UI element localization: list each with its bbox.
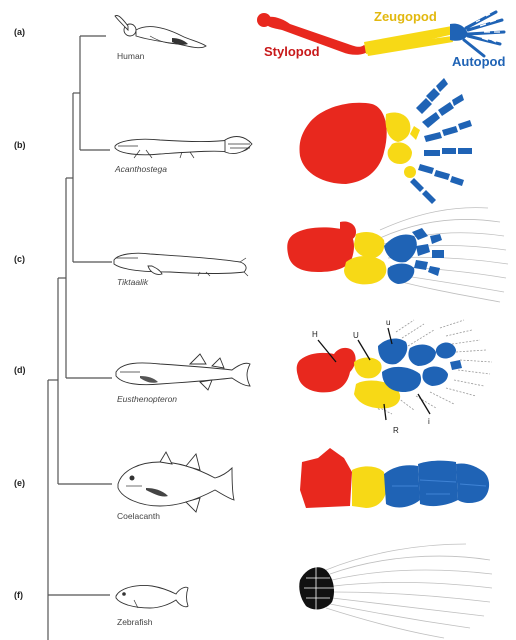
taxon-acanthostega: Acanthostega bbox=[114, 164, 167, 174]
taxon-zebrafish: Zebrafish bbox=[117, 617, 153, 627]
humerus-label: H bbox=[312, 330, 318, 339]
intermedium-label: i bbox=[428, 417, 430, 426]
panel-label-e: (e) bbox=[14, 478, 25, 488]
panel-label-b: (b) bbox=[14, 140, 26, 150]
panel-label-c: (c) bbox=[14, 254, 25, 264]
ulnare-label: u bbox=[386, 318, 390, 327]
tiktaalik-illustration bbox=[113, 252, 249, 277]
taxon-eusthenopteron: Eusthenopteron bbox=[117, 394, 177, 404]
taxon-human: Human bbox=[117, 51, 145, 61]
eusthenopteron-annotation-lines bbox=[317, 327, 431, 421]
zeugopod-label: Zeugopod bbox=[374, 9, 437, 24]
panel-label-d: (d) bbox=[14, 365, 26, 375]
zebrafish-fin-rays bbox=[325, 543, 493, 639]
phylogenetic-tree bbox=[47, 35, 112, 640]
acanthostega-limb-bones bbox=[299, 78, 472, 204]
panel-label-a: (a) bbox=[14, 27, 25, 37]
tiktaalik-fin-bones bbox=[287, 221, 444, 285]
zebrafish-fin-bones bbox=[299, 566, 334, 610]
taxon-tiktaalik: Tiktaalik bbox=[117, 277, 149, 287]
eusthenopteron-fin-bones bbox=[296, 338, 462, 409]
radius-label: R bbox=[393, 426, 399, 435]
autopod-label: Autopod bbox=[452, 54, 505, 69]
eusthenopteron-illustration bbox=[115, 353, 251, 391]
stylopod-label: Stylopod bbox=[264, 44, 320, 59]
zebrafish-illustration bbox=[115, 585, 189, 609]
coelacanth-fin-bones bbox=[300, 448, 490, 508]
panel-label-f: (f) bbox=[14, 590, 23, 600]
taxon-coelacanth: Coelacanth bbox=[117, 511, 160, 521]
coelacanth-illustration bbox=[117, 451, 235, 513]
acanthostega-illustration bbox=[114, 136, 253, 159]
human-arm-bones bbox=[257, 10, 506, 58]
human-swimmer-illustration bbox=[114, 15, 207, 49]
ulna-label: U bbox=[353, 331, 359, 340]
